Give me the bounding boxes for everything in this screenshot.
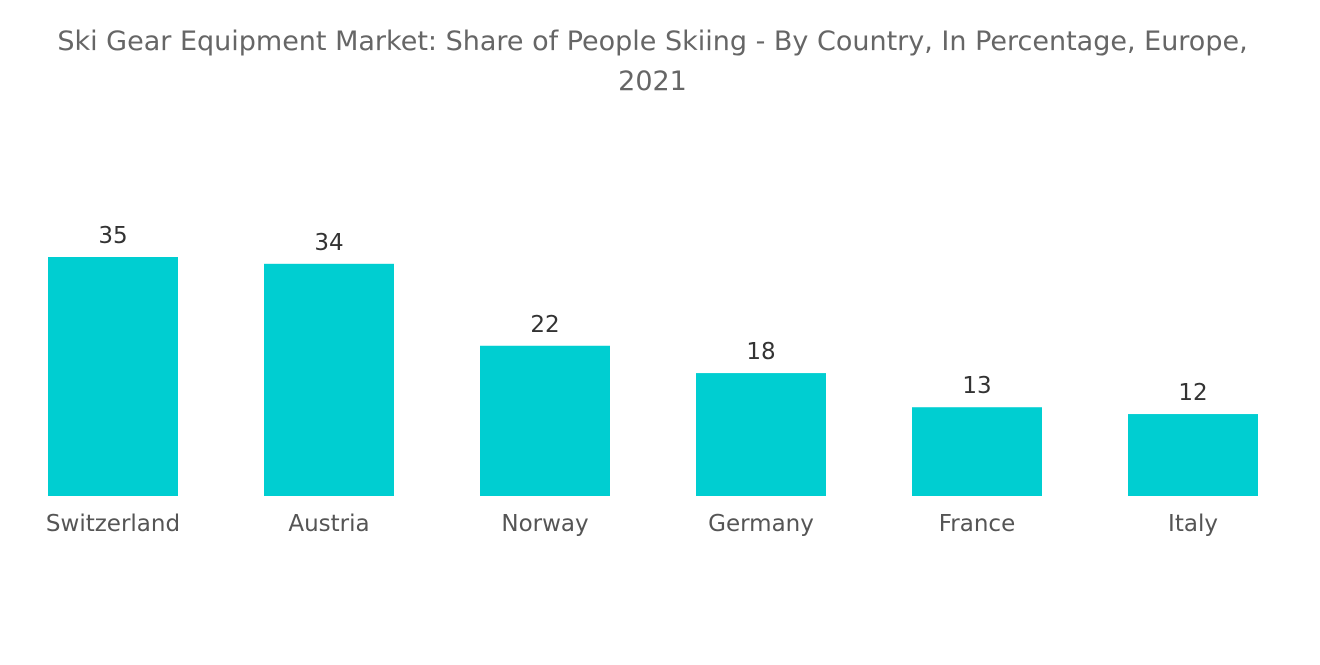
value-label-italy: 12 [1178, 380, 1207, 406]
value-label-austria: 34 [314, 230, 343, 256]
value-label-norway: 22 [530, 312, 559, 338]
value-label-germany: 18 [746, 339, 775, 365]
x-tick-label-norway: Norway [501, 511, 588, 537]
bar-italy [1128, 414, 1258, 496]
x-tick-label-germany: Germany [708, 511, 814, 537]
bar-france [912, 407, 1042, 496]
bars-group [48, 257, 1258, 496]
bar-norway [480, 345, 610, 496]
value-label-switzerland: 35 [98, 223, 127, 249]
bar-switzerland [48, 257, 178, 496]
x-tick-label-austria: Austria [288, 511, 369, 537]
bar-germany [696, 373, 826, 496]
x-tick-label-france: France [939, 511, 1015, 537]
x-tick-label-switzerland: Switzerland [46, 511, 180, 537]
value-label-france: 13 [962, 373, 991, 399]
x-tick-label-italy: Italy [1168, 511, 1218, 537]
chart-title: Ski Gear Equipment Market: Share of Peop… [57, 26, 1248, 97]
bar-austria [264, 263, 394, 496]
value-labels-group: 35 34 22 18 13 12 [98, 223, 1207, 406]
x-axis-tick-labels: Switzerland Austria Norway Germany France Ita… [46, 511, 1218, 537]
